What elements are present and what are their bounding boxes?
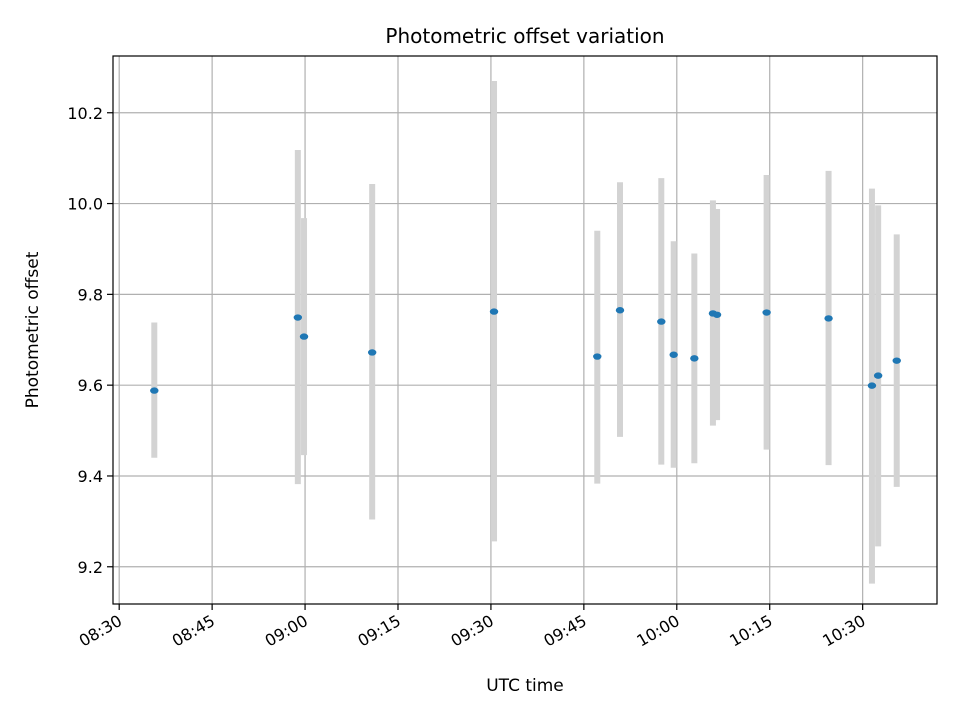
data-point — [873, 372, 883, 379]
data-point — [299, 333, 309, 340]
x-tick-label: 10:30 — [819, 611, 868, 651]
data-point — [712, 311, 722, 318]
x-tick-label: 09:30 — [447, 611, 496, 651]
x-axis-label: UTC time — [486, 676, 564, 696]
chart-title: Photometric offset variation — [385, 24, 664, 48]
data-point — [150, 387, 159, 394]
data-point — [367, 349, 377, 356]
x-tick-label: 08:30 — [76, 611, 125, 651]
x-tick-label: 08:45 — [169, 611, 218, 651]
x-tick-label: 10:15 — [726, 611, 775, 651]
plot-frame — [112, 55, 938, 605]
data-point — [690, 355, 699, 362]
x-axis-ticks: 08:30 08:45 09:00 09:15 09:30 09:45 10:00 10:15… — [76, 604, 869, 651]
y-tick-label: 9.4 — [78, 467, 103, 486]
y-tick-label: 9.6 — [78, 376, 103, 395]
y-tick-label: 9.2 — [78, 558, 103, 577]
error-bars — [151, 80, 900, 584]
x-tick-label: 09:00 — [262, 611, 311, 651]
data-point — [762, 309, 771, 316]
x-tick-label: 09:15 — [355, 611, 404, 651]
x-tick-label: 09:45 — [540, 611, 589, 651]
y-tick-label: 9.8 — [78, 285, 103, 304]
y-axis-ticks: 9.2 9.4 9.6 9.8 10.0 10.2 — [67, 104, 113, 577]
data-point — [593, 353, 602, 360]
y-axis-label: Photometric offset — [23, 251, 43, 408]
y-tick-label: 10.0 — [67, 195, 103, 214]
data-point — [615, 307, 625, 314]
data-points — [150, 307, 901, 394]
data-point — [867, 382, 877, 389]
data-point — [824, 315, 833, 322]
data-point — [892, 357, 901, 364]
x-tick-label: 10:00 — [633, 611, 682, 651]
data-point — [489, 308, 499, 315]
grid-lines — [113, 56, 937, 604]
data-point — [657, 318, 666, 325]
data-point — [293, 314, 303, 321]
y-tick-label: 10.2 — [67, 104, 103, 123]
data-point — [669, 351, 678, 358]
